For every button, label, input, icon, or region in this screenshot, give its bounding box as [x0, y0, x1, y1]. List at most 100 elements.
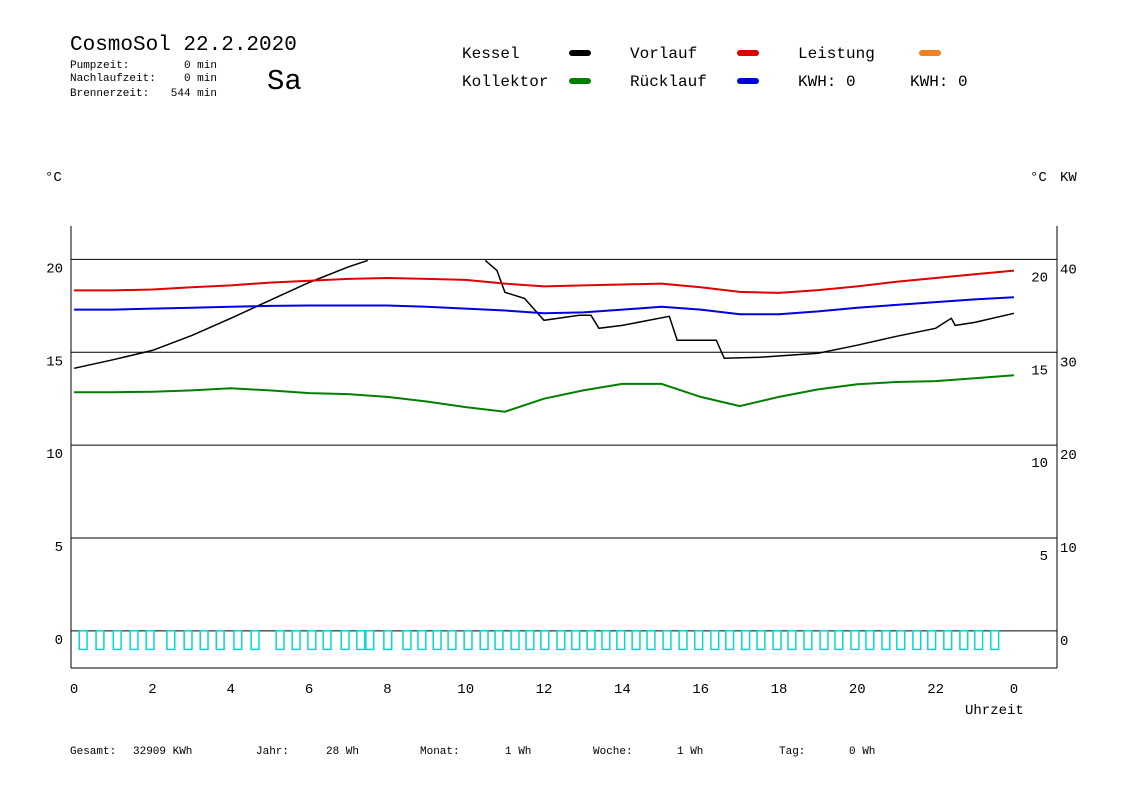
footer-value: 28 Wh [326, 746, 359, 758]
pulse [662, 630, 672, 651]
footer-label: Woche: [593, 746, 633, 758]
pulse [129, 630, 139, 651]
legend-label: Vorlauf [630, 45, 697, 63]
series-line [74, 296, 1014, 316]
pulse [402, 630, 412, 651]
pulse [463, 630, 473, 651]
x-tick-label: 14 [614, 682, 631, 698]
footer-value: 1 Wh [677, 746, 703, 758]
pulse [250, 630, 260, 651]
series-line [74, 374, 1014, 413]
pulse [78, 630, 88, 651]
y-tick-label-right: 15 [1031, 363, 1048, 379]
y-unit: °C [45, 170, 62, 186]
y-tick-label: 5 [55, 540, 63, 556]
y2-tick-label: 30 [1060, 355, 1077, 371]
pulse [912, 630, 922, 651]
pulse [432, 630, 442, 651]
pulse [896, 630, 906, 651]
x-tick-label: 12 [536, 682, 553, 698]
legend-label: Kollektor [462, 73, 548, 91]
x-tick-label: 2 [148, 682, 156, 698]
stat-label: Brennerzeit: [70, 88, 149, 100]
x-axis-label: Uhrzeit [965, 703, 1024, 719]
pulse [233, 630, 243, 651]
pulse [525, 630, 535, 651]
y2-tick-label: 10 [1060, 541, 1077, 557]
title: CosmoSol 22.2.2020 [70, 34, 297, 57]
pulse [990, 630, 1000, 651]
series-line [74, 269, 1014, 294]
x-tick-label: 4 [227, 682, 235, 698]
pulse [865, 630, 875, 651]
pulse [365, 630, 375, 651]
footer-value: 1 Wh [505, 746, 531, 758]
pulse [166, 630, 176, 651]
pulse [275, 630, 285, 651]
y-tick-label-right: 20 [1031, 270, 1048, 286]
pulse [307, 630, 317, 651]
pulse [850, 630, 860, 651]
y-unit-right: °C [1030, 170, 1047, 186]
pulse [356, 630, 366, 651]
pulse [95, 630, 105, 651]
pulse [678, 630, 688, 651]
series-line [73, 259, 1015, 370]
pulse [959, 630, 969, 651]
pulse [183, 630, 193, 651]
stat-value: 0 min [184, 60, 217, 72]
x-tick-label: 10 [457, 682, 474, 698]
pulse [616, 630, 626, 651]
pulse [943, 630, 953, 651]
pulse [631, 630, 641, 651]
y-tick-label-right: 10 [1031, 456, 1048, 472]
x-tick-label: 6 [305, 682, 313, 698]
stat-label: Nachlaufzeit: [70, 73, 156, 85]
y-tick-label: 20 [46, 261, 63, 277]
x-tick-label: 20 [849, 682, 866, 698]
pulse [510, 630, 520, 651]
x-tick-label: 0 [70, 682, 78, 698]
pulse [540, 630, 550, 651]
pulse [447, 630, 457, 651]
pulse [710, 630, 720, 651]
footer-value: 0 Wh [849, 746, 875, 758]
legend-label: Rücklauf [630, 73, 707, 91]
footer-label: Gesamt: [70, 746, 116, 758]
pulse [803, 630, 813, 651]
pulse [756, 630, 766, 651]
footer-label: Tag: [779, 746, 805, 758]
pulse [417, 630, 427, 651]
pulse [724, 630, 735, 651]
pulse [479, 630, 489, 651]
pulse [571, 630, 581, 651]
pulse [340, 630, 350, 651]
weekday: Sa [267, 65, 302, 98]
pulse [694, 630, 704, 651]
pulse [927, 630, 937, 651]
y-tick-label: 10 [46, 447, 63, 463]
pulse [601, 630, 611, 651]
kwh-label: KWH: 0 [798, 73, 856, 91]
y-tick-label-right: 5 [1040, 549, 1048, 565]
x-tick-label: 18 [771, 682, 788, 698]
pulse [741, 630, 751, 651]
pulse [556, 630, 566, 651]
pulse [383, 630, 393, 651]
footer-label: Monat: [420, 746, 460, 758]
pulse [881, 630, 891, 651]
pulse [322, 630, 332, 651]
pulse [112, 630, 122, 651]
legend-label: Leistung [798, 45, 875, 63]
pulse [787, 630, 797, 651]
y2-unit: KW [1060, 170, 1077, 186]
pulse [494, 630, 504, 651]
stat-value: 0 min [184, 73, 217, 85]
kwh-label: KWH: 0 [910, 73, 968, 91]
stat-label: Pumpzeit: [70, 60, 129, 72]
footer-value: 32909 KWh [133, 746, 192, 758]
pulse [646, 630, 656, 651]
pulse [145, 630, 155, 651]
x-tick-label: 16 [692, 682, 709, 698]
